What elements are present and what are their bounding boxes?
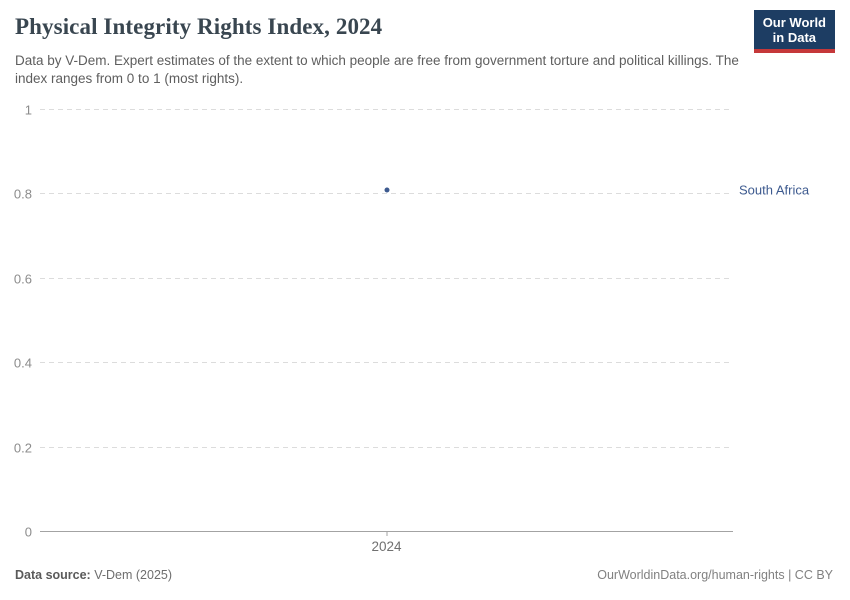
data-source-label: Data source: <box>15 568 91 582</box>
x-axis-line <box>40 531 733 532</box>
entity-label-south-africa[interactable]: South Africa <box>739 182 810 198</box>
y-gridline <box>40 277 733 279</box>
y-tick-label: 0.6 <box>13 271 32 287</box>
y-tick-label: 0.8 <box>13 186 32 202</box>
y-gridline <box>40 446 733 448</box>
owid-credit-link[interactable]: OurWorldinData.org/human-rights | CC BY <box>597 568 833 582</box>
y-gridline <box>40 109 733 110</box>
y-gridline <box>40 193 733 195</box>
owid-logo-line1: Our World <box>762 15 826 30</box>
x-tick-label: 2024 <box>371 539 402 554</box>
y-gridline <box>40 362 733 364</box>
owid-logo[interactable]: Our World in Data <box>753 10 835 53</box>
chart-footer: Data source: V-Dem (2025) OurWorldinData… <box>15 568 833 582</box>
y-tick-label: 0.4 <box>13 355 32 371</box>
y-tick-label: 0.2 <box>13 440 32 456</box>
y-tick-label: 1 <box>24 102 32 118</box>
x-tick-mark <box>386 532 387 536</box>
chart-subtitle: Data by V-Dem. Expert estimates of the e… <box>15 53 739 86</box>
data-source-note: Data source: V-Dem (2025) <box>15 568 172 582</box>
y-tick-label: 0 <box>24 524 32 540</box>
chart-title: Physical Integrity Rights Index, 2024 <box>15 14 383 39</box>
plot-area: 0 0.2 0.4 0.6 0.8 1 2024 South Africa <box>14 104 809 555</box>
data-source-value: V-Dem (2025) <box>94 568 173 582</box>
owid-logo-line2: in Data <box>772 30 817 45</box>
data-point-south-africa[interactable] <box>384 187 389 193</box>
